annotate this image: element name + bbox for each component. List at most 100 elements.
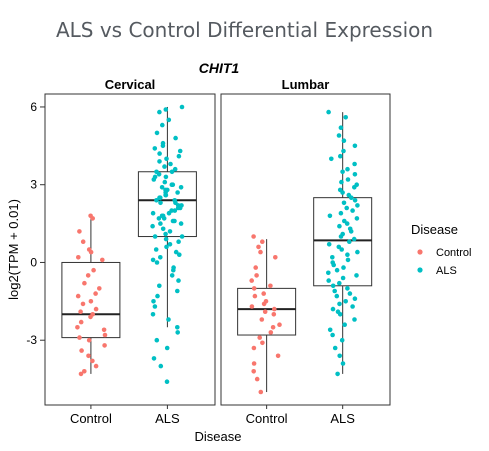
point-als: [158, 363, 164, 369]
point-als: [339, 247, 345, 252]
x-tick-label: Control: [246, 411, 288, 426]
point-control: [251, 234, 256, 239]
point-als: [175, 325, 180, 330]
point-als: [336, 133, 342, 138]
point-als: [162, 164, 167, 169]
point-als: [326, 242, 332, 247]
box-control: [61, 261, 121, 339]
point-als: [338, 153, 343, 159]
point-als: [171, 267, 176, 273]
point-als: [178, 185, 184, 190]
point-als: [343, 115, 349, 120]
point-als: [164, 379, 170, 385]
point-als: [345, 286, 350, 291]
point-als: [150, 223, 155, 229]
point-control: [100, 257, 105, 263]
point-control: [86, 353, 91, 359]
point-als: [179, 234, 185, 239]
point-control: [75, 293, 81, 299]
legend-title: Disease: [411, 222, 458, 237]
y-tick-label: 3: [30, 178, 37, 192]
point-als: [172, 218, 177, 224]
box-control: [237, 287, 297, 336]
point-als: [175, 330, 180, 335]
point-als: [340, 169, 345, 175]
point-als: [355, 249, 360, 255]
point-als: [176, 153, 182, 159]
point-control: [258, 389, 264, 395]
point-control: [90, 216, 95, 221]
point-als: [152, 304, 158, 309]
point-als: [166, 210, 172, 216]
point-als: [350, 208, 355, 213]
point-als: [153, 247, 159, 252]
point-als: [179, 104, 185, 110]
point-als: [158, 200, 163, 206]
point-control: [93, 291, 98, 296]
chart-title: ALS vs Control Differential Expression: [55, 18, 434, 42]
point-als: [159, 185, 165, 190]
point-control: [77, 229, 82, 234]
point-als: [160, 226, 166, 232]
point-control: [82, 280, 87, 286]
point-control: [249, 278, 254, 283]
point-als: [352, 172, 358, 177]
point-als: [164, 244, 169, 250]
point-control: [86, 337, 92, 343]
point-als: [163, 236, 169, 242]
point-als: [352, 143, 358, 149]
point-als: [150, 257, 156, 263]
point-control: [85, 273, 91, 278]
point-als: [345, 252, 350, 257]
legend-swatch-control: [417, 249, 423, 255]
point-control: [271, 312, 277, 317]
point-control: [256, 244, 261, 250]
point-control: [91, 267, 96, 273]
point-control: [277, 322, 282, 328]
point-als: [340, 361, 346, 366]
point-control: [93, 306, 99, 312]
point-control: [88, 299, 94, 304]
point-control: [77, 335, 82, 340]
point-als: [169, 169, 175, 175]
panel-title: Cervical: [105, 77, 156, 92]
point-als: [347, 239, 352, 244]
point-als: [352, 198, 358, 203]
point-als: [158, 221, 163, 226]
point-als: [350, 304, 355, 309]
point-als: [156, 172, 162, 177]
point-control: [78, 309, 83, 315]
point-als: [348, 229, 354, 234]
point-als: [354, 216, 360, 221]
point-control: [268, 283, 273, 289]
point-als: [175, 288, 180, 294]
point-als: [169, 273, 175, 278]
legend-swatch-als: [417, 267, 423, 273]
point-als: [338, 210, 344, 216]
point-als: [163, 107, 169, 112]
point-control: [273, 254, 278, 260]
point-als: [154, 337, 160, 343]
point-control: [259, 317, 265, 322]
point-als: [177, 252, 182, 257]
point-als: [169, 182, 175, 187]
point-control: [261, 291, 267, 296]
point-als: [326, 278, 332, 283]
point-als: [160, 143, 166, 149]
point-als: [166, 117, 172, 123]
point-als: [175, 205, 181, 211]
point-als: [341, 265, 346, 270]
point-control: [78, 319, 84, 325]
panel-cervical: Cervical Control ALS: [44, 77, 216, 426]
point-control: [260, 340, 265, 346]
point-als: [334, 267, 340, 273]
point-als: [334, 293, 340, 299]
point-als: [163, 231, 168, 237]
point-als: [340, 190, 345, 195]
point-control: [101, 327, 107, 333]
point-als: [349, 195, 354, 200]
chart-subtitle: CHIT1: [199, 60, 240, 76]
point-als: [351, 236, 357, 242]
point-als: [160, 122, 165, 128]
point-control: [262, 309, 268, 315]
